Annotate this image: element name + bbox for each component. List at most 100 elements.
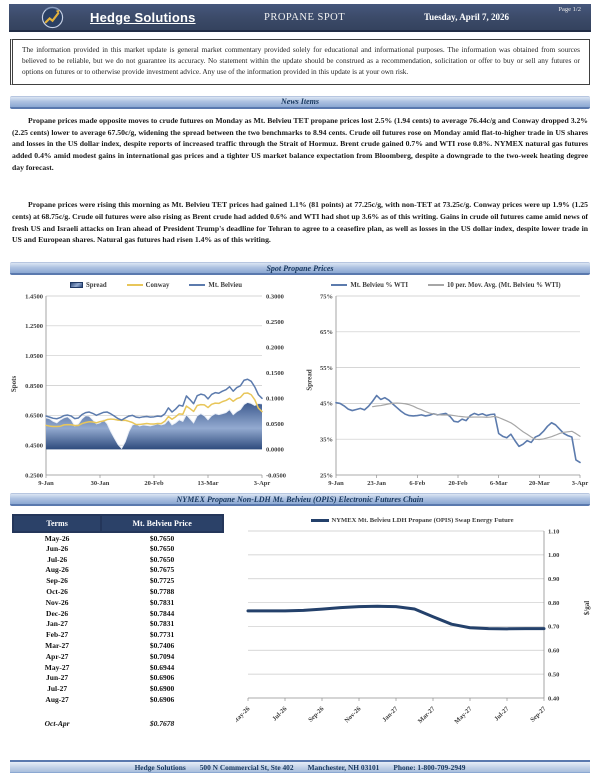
table-cell: Dec-26 (46, 608, 69, 618)
svg-text:0.90: 0.90 (548, 576, 559, 583)
table-row: Mar-27 $0.7406 (13, 640, 223, 651)
table-cell: Aug-27 (45, 694, 69, 704)
legend-label: NYMEX Mt. Belvieu LDH Propane (OPIS) Swa… (331, 516, 514, 524)
table-cell: $0.7788 (149, 587, 175, 597)
footer-company: Hedge Solutions (134, 762, 186, 772)
svg-text:0.3000: 0.3000 (266, 293, 284, 300)
section-title: News Items (281, 97, 319, 107)
svg-text:75%: 75% (320, 293, 333, 300)
svg-text:45%: 45% (320, 401, 333, 408)
legend-item: Conway (126, 282, 169, 289)
belvieu-pct-wti-panel: Mt. Belvieu % WTI 10 per. Mov. Avg. (Mt. … (302, 279, 590, 489)
summary-term: Oct-Apr (44, 718, 70, 728)
table-cell: $0.7675 (149, 565, 175, 575)
conway-swatch (126, 284, 143, 287)
y-axis-label-spread: Spread (305, 369, 314, 391)
legend-item: Spread (69, 282, 107, 289)
y-axis-label-spots: Spots (10, 375, 19, 393)
table-cell: $0.6906 (149, 694, 175, 704)
brand-title: Hedge Solutions (90, 9, 196, 25)
svg-text:Jul-27: Jul-27 (493, 705, 511, 723)
table-cell: $0.7844 (149, 608, 175, 618)
svg-text:30-Jan: 30-Jan (91, 480, 110, 487)
svg-text:Sep-27: Sep-27 (529, 705, 548, 724)
svg-text:0.6500: 0.6500 (25, 413, 43, 420)
svg-text:6-Mar: 6-Mar (490, 480, 508, 487)
svg-text:Nov-26: Nov-26 (343, 705, 363, 725)
svg-text:1.0500: 1.0500 (25, 353, 43, 360)
section-title: NYMEX Propane Non-LDH Mt. Belvieu (OPIS)… (176, 494, 424, 504)
table-cell: Jul-27 (47, 684, 68, 694)
spot-charts-row: Spread Conway Mt. Belvieu 1.4500 1.2500 1.05… (10, 279, 590, 489)
mt-belvieu-wti-swatch (331, 284, 348, 287)
footer-phone: Phone: 1-800-709-2949 (393, 762, 466, 772)
svg-text:-0.0500: -0.0500 (266, 472, 286, 479)
table-cell: Jun-26 (46, 543, 69, 553)
table-cell: $0.7731 (149, 630, 175, 640)
spot-spread-chart: 1.4500 1.2500 1.0500 0.8500 0.6500 0.4500 0.25… (25, 293, 286, 487)
svg-text:0.2500: 0.2500 (25, 472, 43, 479)
svg-text:0.0500: 0.0500 (266, 421, 284, 428)
svg-text:20-Mar: 20-Mar (529, 480, 550, 487)
futures-table-header: Terms Mt. Belvieu Price (11, 514, 224, 534)
svg-text:Jul-26: Jul-26 (271, 705, 289, 723)
svg-text:Jan-27: Jan-27 (381, 705, 400, 724)
svg-text:13-Mar: 13-Mar (198, 480, 219, 487)
table-row: Aug-27 $0.6906 (13, 694, 223, 705)
svg-text:May-26: May-26 (236, 705, 252, 726)
pct-chart-legend: Mt. Belvieu % WTI 10 per. Mov. Avg. (Mt. … (302, 279, 590, 291)
report-date: Tuesday, April 7, 2026 (424, 12, 509, 22)
report-title: PROPANE SPOT (264, 11, 346, 23)
disclaimer-box: The information provided in this market … (10, 39, 590, 85)
svg-text:0.8500: 0.8500 (25, 383, 43, 390)
spread-swatch (69, 282, 83, 289)
svg-text:3-Apr: 3-Apr (572, 480, 589, 487)
futures-chart-panel: NYMEX Mt. Belvieu LDH Propane (OPIS) Swa… (236, 514, 591, 738)
table-cell: $0.7831 (149, 619, 175, 629)
svg-text:0.50: 0.50 (548, 672, 559, 679)
table-row: Oct-26 $0.7788 (13, 586, 223, 597)
footer-city: Manchester, NH 03101 (307, 762, 380, 772)
table-cell: May-27 (44, 662, 70, 672)
svg-text:35%: 35% (320, 437, 333, 444)
table-row: May-27 $0.6944 (13, 662, 223, 673)
table-cell: $0.7650 (149, 533, 175, 543)
table-cell: Jul-26 (47, 554, 68, 564)
svg-text:0.80: 0.80 (548, 600, 559, 607)
table-cell: Feb-27 (46, 630, 69, 640)
mt-belvieu-swatch (189, 284, 206, 287)
svg-text:Mar-27: Mar-27 (417, 705, 437, 725)
futures-chart-legend: NYMEX Mt. Belvieu LDH Propane (OPIS) Swa… (236, 514, 588, 526)
legend-label: 10 per. Mov. Avg. (Mt. Belvieu % WTI) (446, 281, 561, 289)
svg-text:May-27: May-27 (453, 705, 474, 726)
svg-text:0.70: 0.70 (548, 624, 559, 631)
section-bar-spot: Spot Propane Prices (10, 262, 590, 276)
legend-item: Mt. Belvieu % WTI (331, 282, 408, 289)
footer-bar: Hedge Solutions 500 N Commercial St, Ste… (10, 760, 590, 773)
svg-text:1.00: 1.00 (548, 552, 559, 559)
svg-text:0.1000: 0.1000 (266, 396, 284, 403)
spot-spread-panel: Spread Conway Mt. Belvieu 1.4500 1.2500 1.05… (10, 279, 302, 489)
table-cell: $0.7650 (149, 543, 175, 553)
svg-text:0.2500: 0.2500 (266, 319, 284, 326)
table-cell: $0.7831 (149, 597, 175, 607)
legend-item: NYMEX Mt. Belvieu LDH Propane (OPIS) Swa… (310, 516, 514, 524)
table-row: Jun-27 $0.6906 (13, 673, 223, 684)
table-row: Sep-26 $0.7725 (13, 575, 223, 586)
table-cell: Mar-27 (45, 641, 70, 650)
svg-text:0.2000: 0.2000 (266, 345, 284, 352)
table-row: Dec-26 $0.7844 (13, 608, 223, 619)
spot-chart-legend: Spread Conway Mt. Belvieu (10, 279, 302, 291)
legend-label: Mt. Belvieu % WTI (350, 281, 408, 289)
header-bar: Hedge Solutions PROPANE SPOT Tuesday, Ap… (9, 4, 591, 32)
table-cell: Aug-26 (45, 565, 69, 575)
table-cell: Jun-27 (46, 673, 69, 683)
table-cell: Oct-26 (46, 587, 68, 597)
table-row: Jul-27 $0.6900 (13, 683, 223, 694)
svg-text:9-Jan: 9-Jan (328, 480, 344, 487)
table-cell: Apr-27 (45, 651, 69, 661)
svg-text:6-Feb: 6-Feb (409, 480, 425, 487)
svg-text:3-Apr: 3-Apr (254, 480, 271, 487)
table-row: May-26 $0.7650 (13, 532, 223, 543)
footer-address: 500 N Commercial St, Ste 402 (199, 762, 294, 772)
